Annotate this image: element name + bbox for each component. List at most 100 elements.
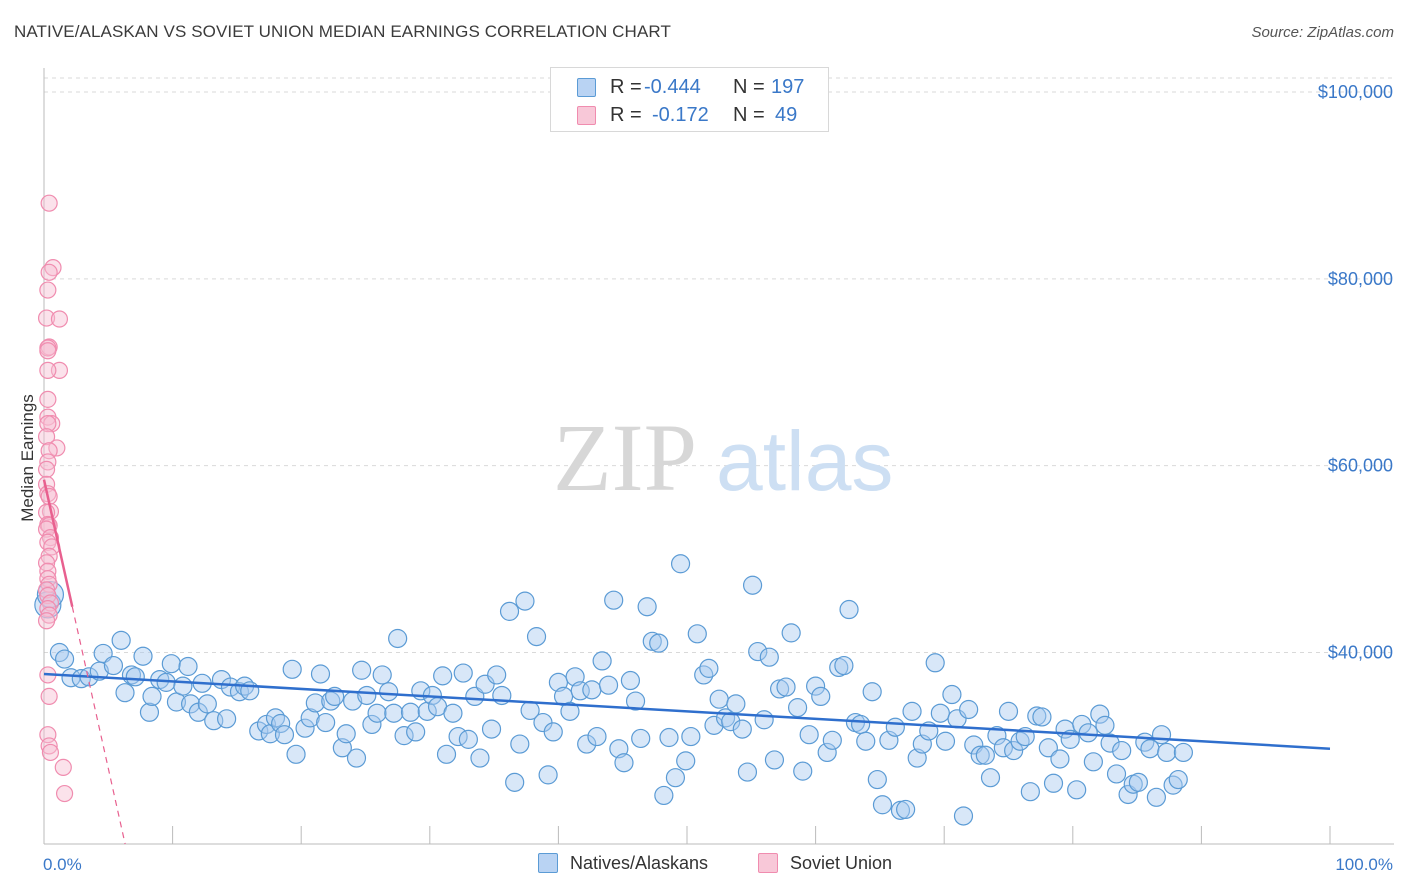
y-tick-label: $40,000 (1328, 643, 1393, 663)
data-point-natives (925, 653, 945, 673)
data-point-natives (1173, 742, 1193, 763)
legend-r-value: -0.444 (644, 76, 701, 98)
bottom-legend-label: Natives/Alaskans (570, 853, 709, 873)
data-point-natives (367, 703, 387, 723)
data-point-natives (687, 624, 707, 644)
data-point-natives (681, 726, 701, 747)
data-point-natives (1032, 707, 1052, 727)
data-point-natives (805, 676, 826, 696)
data-point-soviet (37, 612, 56, 630)
data-point-natives (197, 694, 217, 714)
data-point-natives (793, 761, 813, 781)
data-point-natives (1043, 773, 1064, 793)
data-point-natives (598, 675, 619, 695)
data-point-natives (732, 719, 752, 739)
data-point-natives (111, 630, 131, 650)
y-tick-label: $100,000 (1318, 82, 1393, 102)
data-point-natives (822, 730, 842, 750)
data-point-natives (1090, 704, 1110, 724)
data-point-natives (470, 748, 490, 768)
data-point-natives (935, 731, 956, 751)
data-point-natives (862, 682, 882, 702)
data-point-natives (577, 734, 597, 754)
data-point-soviet (55, 784, 74, 803)
data-point-natives (980, 768, 1001, 788)
data-point-natives (787, 698, 808, 718)
data-point-natives (388, 628, 408, 649)
data-point-natives (357, 685, 377, 706)
data-point-natives (49, 642, 70, 663)
data-point-natives (384, 703, 404, 723)
data-point-natives (614, 753, 634, 773)
data-point-soviet (39, 390, 57, 408)
bottom-legend-label: Soviet Union (790, 853, 893, 873)
data-point-natives (811, 686, 831, 707)
y-axis-title: Median Earnings (18, 394, 37, 522)
data-point-natives (1038, 738, 1058, 758)
gridlines (44, 77, 1394, 653)
data-point-natives (1151, 725, 1172, 745)
data-point-natives (400, 702, 421, 722)
data-point-natives (748, 641, 768, 662)
data-point-natives (274, 725, 295, 745)
data-point-natives (582, 680, 602, 700)
data-point-natives (1050, 749, 1070, 769)
data-point-natives (133, 646, 153, 666)
data-point-natives (649, 633, 669, 653)
data-point-soviet (40, 687, 58, 706)
trend-line-natives (43, 672, 1331, 750)
data-point-natives (699, 658, 719, 678)
data-point-natives (930, 703, 950, 723)
data-point-natives (139, 702, 160, 722)
data-point-natives (173, 676, 193, 696)
data-point-natives (538, 765, 558, 785)
data-point-natives (1078, 723, 1098, 743)
data-point-natives (872, 795, 893, 815)
legend-n-value: 49 (775, 104, 798, 126)
data-point-natives (125, 667, 145, 687)
trend-line-soviet (42, 479, 74, 607)
data-point-natives (769, 679, 790, 699)
data-point-natives (300, 708, 320, 728)
series-natives-alaskans (34, 554, 1193, 826)
legend-n-label: N = (733, 76, 765, 98)
data-point-natives (487, 665, 507, 685)
legend-swatch-blue (577, 78, 596, 97)
data-point-natives (709, 689, 729, 709)
data-point-natives (443, 703, 463, 723)
data-point-natives (885, 717, 905, 737)
chart-title: NATIVE/ALASKAN VS SOVIET UNION MEDIAN EA… (14, 22, 671, 41)
data-point-natives (1020, 782, 1040, 802)
data-point-natives (526, 627, 547, 647)
data-point-natives (271, 713, 291, 734)
data-point-natives (1112, 740, 1132, 761)
data-point-natives (229, 682, 250, 702)
data-point-soviet (41, 743, 60, 762)
data-point-natives (867, 769, 887, 790)
data-point-natives (161, 654, 181, 674)
data-point-natives (515, 591, 535, 611)
data-point-natives (754, 710, 774, 730)
data-point-natives (1168, 769, 1188, 790)
data-point-soviet (40, 263, 58, 281)
data-point-natives (998, 701, 1019, 721)
data-point-natives (436, 744, 457, 764)
data-point-natives (453, 663, 473, 683)
watermark-zip: ZIP (553, 404, 697, 511)
source-credit: Source: ZipAtlas.com (1251, 24, 1394, 41)
data-point-soviet (40, 194, 58, 212)
data-point-natives (896, 799, 916, 820)
legend-n-value: 197 (771, 76, 805, 98)
data-point-natives (631, 728, 651, 749)
legend-r-label: R = (610, 76, 642, 98)
data-point-natives (1004, 740, 1024, 761)
axis-labels: $40,000 $60,000 $80,000 $100,000 0.0% 100.0% M… (18, 82, 1393, 874)
data-point-natives (1095, 715, 1115, 735)
data-point-natives (676, 751, 696, 771)
data-point-natives (654, 785, 674, 806)
watermark-atlas: atlas (716, 414, 893, 508)
data-point-natives (834, 655, 854, 676)
data-point-natives (1157, 742, 1177, 763)
data-point-natives (620, 670, 641, 691)
